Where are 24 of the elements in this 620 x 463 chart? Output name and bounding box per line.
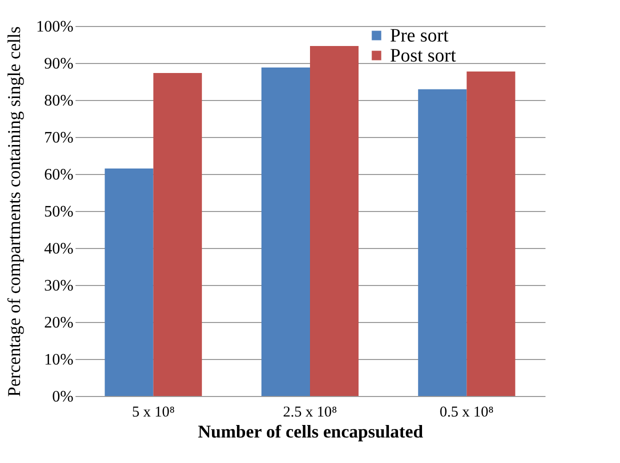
y-axis-title: Percentage of compartments containing single cells — [4, 26, 24, 397]
y-tick-label: 90% — [44, 56, 74, 72]
y-tick-label: 60% — [44, 166, 74, 184]
y-tick-label: 80% — [44, 92, 74, 110]
x-axis-title: Number of cells encapsulated — [198, 422, 424, 442]
y-tick-label: 40% — [44, 240, 74, 258]
x-tick-label: 2.5 x 10⁸ — [283, 404, 337, 420]
x-tick-label: 0.5 x 10⁸ — [440, 404, 494, 420]
y-tick-label: 70% — [44, 130, 74, 146]
bar — [466, 72, 516, 396]
y-tick-label: 30% — [44, 278, 74, 294]
x-tick-label: 5 x 10⁸ — [132, 404, 175, 420]
bar — [153, 72, 202, 396]
bar — [261, 67, 310, 396]
y-tick-label: 10% — [44, 352, 74, 368]
y-tick-label: 100% — [36, 18, 74, 36]
legend-label: Pre sort — [390, 26, 450, 46]
bar — [104, 168, 154, 396]
y-tick-label: 50% — [44, 204, 74, 220]
y-tick-label: 20% — [44, 314, 74, 332]
legend-label: Post sort — [390, 46, 457, 66]
bar — [310, 46, 359, 396]
bar — [418, 89, 467, 396]
y-tick-label: 0% — [52, 388, 74, 406]
